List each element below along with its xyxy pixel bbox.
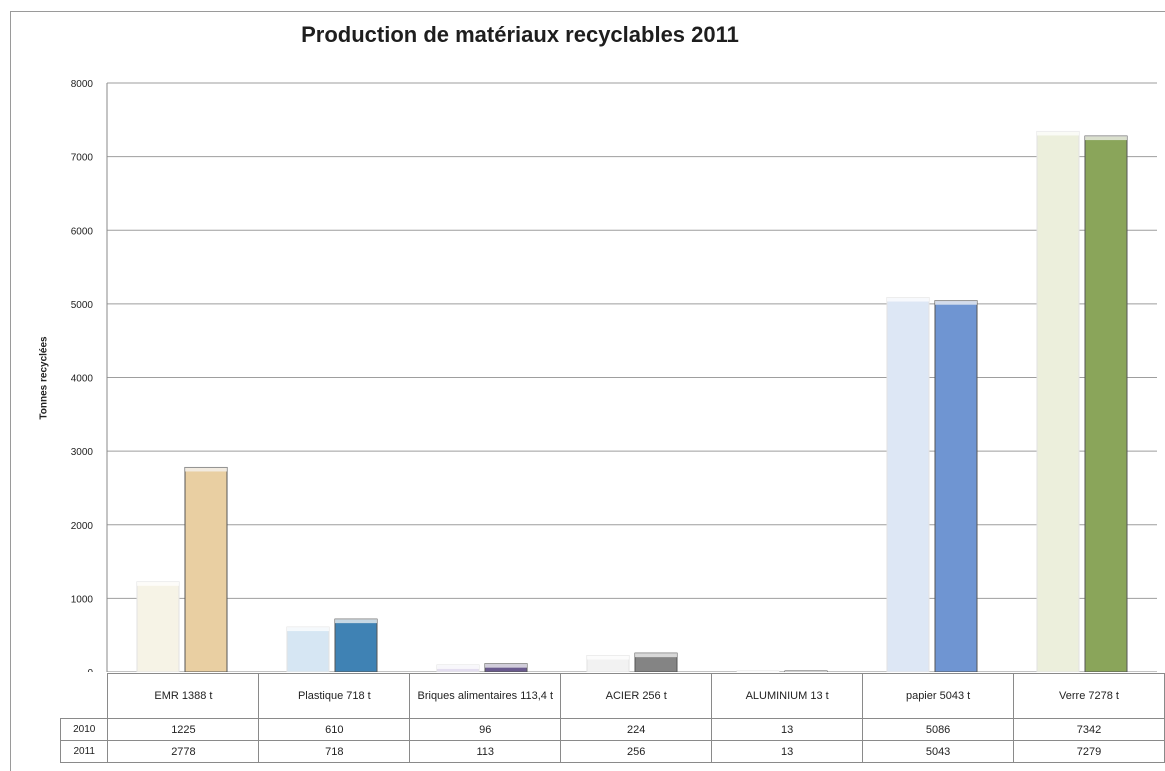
bar-cap <box>935 300 977 305</box>
bar-cap <box>137 581 179 586</box>
value-cell: 5043 <box>862 740 1015 763</box>
value-cell: 13 <box>711 740 864 763</box>
bar-cap <box>287 627 329 632</box>
y-tick-label: 6000 <box>71 226 94 237</box>
bar-cap <box>1085 136 1127 141</box>
y-tick-label: 4000 <box>71 374 94 385</box>
value-cell: 1225 <box>107 718 260 741</box>
category-label: Plastique 718 t <box>258 673 411 719</box>
category-label: Briques alimentaires 113,4 t <box>409 673 562 719</box>
y-tick-labels: 0 1000 2000 3000 4000 5000 6000 7000 8000 <box>71 79 94 672</box>
bar-2011-6 <box>1084 135 1128 672</box>
category-label: EMR 1388 t <box>107 673 260 719</box>
bar-2011-0 <box>184 466 228 672</box>
y-tick-label: 1000 <box>71 594 94 605</box>
series-label: 2010 <box>59 718 109 741</box>
value-cell: 113 <box>409 740 562 763</box>
y-tick-label: 8000 <box>71 79 94 90</box>
chart-frame <box>10 11 1165 771</box>
value-cell: 7279 <box>1013 740 1165 763</box>
value-cell: 96 <box>409 718 562 741</box>
bar-cap <box>737 671 779 672</box>
category-label: ACIER 256 t <box>560 673 713 719</box>
value-cell: 7342 <box>1013 718 1165 741</box>
bar-2011-1 <box>334 618 378 672</box>
y-tick-label: 0 <box>87 668 93 672</box>
y-tick-label: 3000 <box>71 447 94 458</box>
value-cell: 224 <box>560 718 713 741</box>
value-cell: 5086 <box>862 718 1015 741</box>
y-tick-label: 2000 <box>71 521 94 532</box>
data-table: EMR 1388 t Plastique 718 t Briques aliment… <box>59 673 1165 763</box>
bar-2010-5 <box>886 297 930 672</box>
value-cell: 13 <box>711 718 864 741</box>
bars <box>136 130 1128 672</box>
bar-cap <box>437 664 479 669</box>
bar-chart: 0 1000 2000 3000 4000 5000 6000 7000 8000 <box>71 79 1157 672</box>
chart-title: Production de matériaux recyclables 2011 <box>301 22 739 47</box>
bar-2010-1 <box>286 626 330 672</box>
value-cell: 2778 <box>107 740 260 763</box>
series-row-2011: 2011 2778 718 113 256 13 5043 7279 <box>59 740 1165 763</box>
category-label: Verre 7278 t <box>1013 673 1165 719</box>
bar-cap <box>635 653 677 658</box>
category-row: EMR 1388 t Plastique 718 t Briques aliment… <box>60 673 1165 719</box>
value-cell: 718 <box>258 740 411 763</box>
series-row-2010: 2010 1225 610 96 224 13 5086 7342 <box>59 718 1165 741</box>
bar-cap <box>335 619 377 624</box>
bar-2010-6 <box>1036 130 1080 672</box>
bar-cap <box>1037 131 1079 136</box>
gridlines <box>106 82 1157 672</box>
bar-cap <box>485 663 527 668</box>
table-corner <box>60 673 109 719</box>
value-cell: 610 <box>258 718 411 741</box>
series-label: 2011 <box>59 740 109 763</box>
bar-cap <box>185 467 227 472</box>
category-label: ALUMINIUM 13 t <box>711 673 864 719</box>
bar-2011-5 <box>934 300 978 672</box>
category-label: papier 5043 t <box>862 673 1015 719</box>
bar-cap <box>887 297 929 302</box>
value-cell: 256 <box>560 740 713 763</box>
bar-2010-0 <box>136 581 180 672</box>
bar-cap <box>587 655 629 660</box>
y-tick-label: 5000 <box>71 300 94 311</box>
y-tick-label: 7000 <box>71 153 94 164</box>
bar-cap <box>785 671 827 672</box>
